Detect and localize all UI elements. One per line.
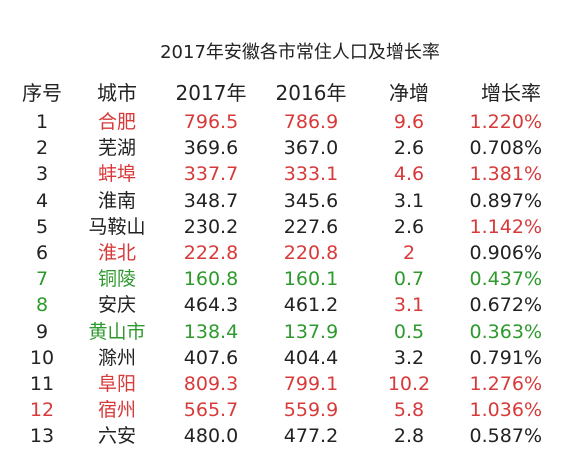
cell-index: 11 xyxy=(29,373,55,395)
table-row: 5 马鞍山 230.2 227.6 2.6 1.142% xyxy=(0,214,580,240)
cell-rate: 0.897% xyxy=(469,189,542,212)
cell-city: 滁州 xyxy=(97,346,136,369)
cell-index: 10 xyxy=(29,346,55,369)
cell-city: 合肥 xyxy=(97,111,136,133)
cell-index: 1 xyxy=(35,111,49,133)
table-row: 4 淮南 348.7 345.6 3.1 0.897% xyxy=(0,188,580,214)
cell-rate: 0.672% xyxy=(469,294,542,317)
header-rate: 增长率 xyxy=(481,81,541,105)
cell-increase: 0.5 xyxy=(393,320,425,343)
table-row: 13 六安 480.0 477.2 2.8 0.587% xyxy=(0,423,580,449)
cell-rate: 1.276% xyxy=(469,373,542,395)
cell-increase: 2.6 xyxy=(393,215,425,238)
cell-city: 黄山市 xyxy=(88,320,146,343)
cell-city: 铜陵 xyxy=(97,268,136,291)
cell-index: 13 xyxy=(29,425,55,448)
cell-increase: 9.6 xyxy=(393,111,425,133)
cell-index: 2 xyxy=(35,137,49,160)
cell-increase: 3.1 xyxy=(393,294,425,317)
cell-2016: 559.9 xyxy=(283,399,339,422)
table-row: 7 铜陵 160.8 160.1 0.7 0.437% xyxy=(0,266,580,292)
cell-index: 9 xyxy=(35,320,49,343)
cell-index: 5 xyxy=(35,215,49,238)
header-2017: 2017年 xyxy=(175,81,247,105)
cell-rate: 0.363% xyxy=(469,320,542,343)
cell-city: 淮北 xyxy=(97,242,136,264)
cell-2017: 407.6 xyxy=(183,346,239,369)
header-increase: 净增 xyxy=(389,81,429,105)
cell-2017: 480.0 xyxy=(183,425,239,448)
cell-2017: 369.6 xyxy=(183,137,239,160)
cell-increase: 10.2 xyxy=(387,373,431,395)
cell-2017: 337.7 xyxy=(183,163,239,186)
cell-2016: 227.6 xyxy=(283,215,339,238)
cell-rate: 1.036% xyxy=(469,399,542,422)
table-row: 10 滁州 407.6 404.4 3.2 0.791% xyxy=(0,345,580,371)
cell-2016: 345.6 xyxy=(283,189,339,212)
table-row: 9 黄山市 138.4 137.9 0.5 0.363% xyxy=(0,319,580,345)
cell-city: 六安 xyxy=(97,425,136,448)
cell-increase: 3.2 xyxy=(393,346,425,369)
cell-2016: 137.9 xyxy=(283,320,339,343)
cell-city: 淮南 xyxy=(97,189,136,212)
cell-2017: 809.3 xyxy=(183,373,239,395)
cell-2016: 461.2 xyxy=(283,294,339,317)
cell-increase: 2.6 xyxy=(393,137,425,160)
cell-2016: 404.4 xyxy=(283,346,339,369)
cell-rate: 0.708% xyxy=(469,137,542,160)
cell-2017: 138.4 xyxy=(183,320,239,343)
cell-2017: 565.7 xyxy=(183,399,239,422)
cell-rate: 0.906% xyxy=(469,242,542,264)
cell-city: 宿州 xyxy=(97,399,136,422)
cell-index: 4 xyxy=(35,189,49,212)
cell-city: 阜阳 xyxy=(97,373,136,395)
cell-increase: 4.6 xyxy=(393,163,425,186)
cell-index: 12 xyxy=(29,399,55,422)
header-index: 序号 xyxy=(22,81,62,105)
table-title: 2017年安徽各市常住人口及增长率 xyxy=(160,42,440,63)
cell-2017: 464.3 xyxy=(183,294,239,317)
table-row: 1 合肥 796.5 786.9 9.6 1.220% xyxy=(0,109,580,135)
table-row: 8 安庆 464.3 461.2 3.1 0.672% xyxy=(0,292,580,318)
cell-2016: 220.8 xyxy=(283,242,339,264)
cell-index: 7 xyxy=(35,268,49,291)
cell-2017: 348.7 xyxy=(183,189,239,212)
cell-2017: 222.8 xyxy=(183,242,239,264)
cell-index: 6 xyxy=(35,242,49,264)
cell-2016: 333.1 xyxy=(283,163,339,186)
cell-rate: 0.587% xyxy=(469,425,542,448)
cell-index: 3 xyxy=(35,163,49,186)
header-2016: 2016年 xyxy=(275,81,347,105)
cell-2016: 367.0 xyxy=(283,137,339,160)
cell-2017: 160.8 xyxy=(183,268,239,291)
table-row: 3 蚌埠 337.7 333.1 4.6 1.381% xyxy=(0,161,580,187)
table-header: 序号 城市 2017年 2016年 净增 增长率 xyxy=(0,80,580,108)
cell-2016: 799.1 xyxy=(283,373,339,395)
cell-2016: 786.9 xyxy=(283,111,339,133)
cell-increase: 2 xyxy=(402,242,416,264)
cell-rate: 1.220% xyxy=(469,111,542,133)
cell-increase: 5.8 xyxy=(393,399,425,422)
cell-2016: 477.2 xyxy=(283,425,339,448)
table-row: 12 宿州 565.7 559.9 5.8 1.036% xyxy=(0,397,580,423)
cell-city: 蚌埠 xyxy=(97,163,136,186)
cell-city: 马鞍山 xyxy=(88,215,146,238)
cell-increase: 2.8 xyxy=(393,425,425,448)
cell-rate: 0.437% xyxy=(469,268,542,291)
table-row: 11 阜阳 809.3 799.1 10.2 1.276% xyxy=(0,371,580,397)
header-city: 城市 xyxy=(97,81,137,105)
cell-increase: 0.7 xyxy=(393,268,425,291)
cell-2017: 796.5 xyxy=(183,111,239,133)
cell-city: 芜湖 xyxy=(97,137,136,160)
table-row: 2 芜湖 369.6 367.0 2.6 0.708% xyxy=(0,135,580,161)
cell-city: 安庆 xyxy=(97,294,136,317)
cell-increase: 3.1 xyxy=(393,189,425,212)
cell-2017: 230.2 xyxy=(183,215,239,238)
cell-rate: 0.791% xyxy=(469,346,542,369)
cell-index: 8 xyxy=(35,294,49,317)
cell-rate: 1.381% xyxy=(469,163,542,186)
table-row: 6 淮北 222.8 220.8 2 0.906% xyxy=(0,240,580,266)
cell-rate: 1.142% xyxy=(469,215,542,238)
cell-2016: 160.1 xyxy=(283,268,339,291)
